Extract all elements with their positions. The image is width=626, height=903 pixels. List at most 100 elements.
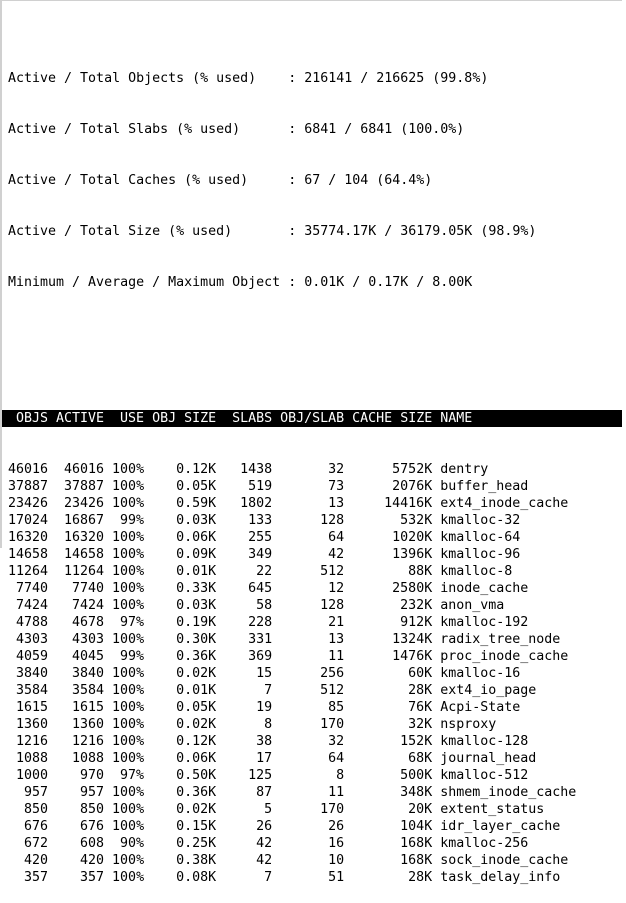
col-obj-size: 0.36K: [176, 649, 217, 664]
col-obj-per-slab: 13: [328, 632, 345, 647]
col-name: task_delay_info: [440, 870, 561, 885]
col-slabs: 38: [256, 734, 273, 749]
col-slabs: 519: [248, 479, 273, 494]
col-name: kmalloc-256: [440, 836, 529, 851]
col-name: Acpi-State: [440, 700, 521, 715]
col-active: 957: [80, 785, 105, 800]
col-active: 4678: [72, 615, 105, 630]
col-use: USE: [120, 411, 145, 426]
summary-slabs: Active / Total Slabs (% used) : 6841 / 6…: [8, 122, 465, 137]
col-objs: 357: [23, 870, 49, 885]
col-slabs: 87: [256, 785, 273, 800]
col-name: kmalloc-64: [440, 530, 521, 545]
col-active: 14658: [64, 547, 105, 562]
col-objs: 1088: [15, 751, 49, 766]
summary-caches: Active / Total Caches (% used) : 67 / 10…: [8, 173, 433, 188]
col-slabs: 19: [256, 700, 273, 715]
col-obj-per-slab: 11: [328, 785, 345, 800]
table-row: 1615 1615 100% 0.05K 19 85 76K Acpi-State: [8, 699, 622, 716]
summary-block: Active / Total Objects (% used) : 216141…: [2, 35, 622, 325]
col-obj-size: 0.08K: [176, 870, 217, 885]
col-active: 3840: [72, 666, 105, 681]
col-obj-per-slab: 16: [328, 836, 345, 851]
col-slabs: 42: [256, 853, 273, 868]
col-cache-size: CACHE SIZE: [352, 411, 433, 426]
col-obj-size: 0.06K: [176, 751, 217, 766]
col-objs: 957: [23, 785, 49, 800]
col-obj-size: 0.36K: [176, 785, 217, 800]
table-row: 957 957 100% 0.36K 87 11 348K shmem_inode_cache: [8, 784, 622, 801]
col-objs: 420: [23, 853, 49, 868]
table-row: 1088 1088 100% 0.06K 17 64 68K journal_head: [8, 750, 622, 767]
col-slabs: 349: [248, 547, 273, 562]
col-obj-size: 0.02K: [176, 666, 217, 681]
table-row: 1360 1360 100% 0.02K 8 170 32K nsproxy: [8, 716, 622, 733]
col-use: 100%: [112, 462, 145, 477]
col-obj-size: 0.01K: [176, 683, 217, 698]
col-active: 3584: [72, 683, 105, 698]
col-use: 99%: [120, 649, 145, 664]
col-cache-size: 2076K: [392, 479, 433, 494]
summary-size: Active / Total Size (% used) : 35774.17K…: [8, 224, 537, 239]
table-row: 4788 4678 97% 0.19K 228 21 912K kmalloc-192: [8, 614, 622, 631]
col-objs: 676: [23, 819, 49, 834]
table-row: 420 420 100% 0.38K 42 10 168K sock_inode_cache: [8, 852, 622, 869]
col-obj-per-slab: 21: [328, 615, 345, 630]
col-objs: 46016: [8, 462, 49, 477]
col-active: 4045: [72, 649, 105, 664]
col-use: 100%: [112, 581, 145, 596]
col-obj-per-slab: 256: [320, 666, 345, 681]
col-use: 100%: [112, 564, 145, 579]
col-obj-size: 0.59K: [176, 496, 217, 511]
col-use: 100%: [112, 700, 145, 715]
col-slabs: 26: [256, 819, 273, 834]
col-obj-per-slab: 170: [320, 717, 345, 732]
col-obj-size: 0.02K: [176, 717, 217, 732]
col-obj-size: 0.03K: [176, 513, 217, 528]
col-cache-size: 5752K: [392, 462, 433, 477]
col-obj-size: 0.33K: [176, 581, 217, 596]
col-obj-per-slab: 128: [320, 598, 345, 613]
col-cache-size: 2580K: [392, 581, 433, 596]
table-row: 357 357 100% 0.08K 7 51 28K task_delay_info: [8, 869, 622, 886]
col-use: 100%: [112, 530, 145, 545]
col-slabs: 125: [248, 768, 273, 783]
col-name: kmalloc-128: [440, 734, 529, 749]
col-objs: 850: [23, 802, 49, 817]
col-active: 11264: [64, 564, 105, 579]
table-row: 3840 3840 100% 0.02K 15 256 60K kmalloc-16: [8, 665, 622, 682]
col-name: kmalloc-192: [440, 615, 529, 630]
table-row: 16320 16320 100% 0.06K 255 64 1020K kmalloc-64: [8, 529, 622, 546]
col-obj-size: 0.02K: [176, 802, 217, 817]
col-name: inode_cache: [440, 581, 529, 596]
table-row: 46016 46016 100% 0.12K 1438 32 5752K dentry: [8, 461, 622, 478]
col-obj-size: 0.06K: [176, 530, 217, 545]
col-name: NAME: [440, 411, 473, 426]
col-obj-size: 0.50K: [176, 768, 217, 783]
col-use: 100%: [112, 632, 145, 647]
col-name: anon_vma: [440, 598, 505, 613]
col-name: sock_inode_cache: [440, 853, 569, 868]
col-obj-size: 0.05K: [176, 700, 217, 715]
col-use: 100%: [112, 802, 145, 817]
col-obj-size: 0.09K: [176, 547, 217, 562]
col-obj-per-slab: 85: [328, 700, 345, 715]
col-active: 1216: [72, 734, 105, 749]
col-objs: 3584: [15, 683, 49, 698]
col-objs: OBJS: [15, 411, 49, 426]
col-objs: 672: [23, 836, 49, 851]
col-name: ext4_inode_cache: [440, 496, 569, 511]
col-obj-per-slab: 73: [328, 479, 345, 494]
col-obj-size: 0.30K: [176, 632, 217, 647]
col-obj-per-slab: 51: [328, 870, 345, 885]
col-cache-size: 32K: [408, 717, 433, 732]
col-obj-size: 0.15K: [176, 819, 217, 834]
table-row: 11264 11264 100% 0.01K 22 512 88K kmalloc-8: [8, 563, 622, 580]
col-obj-per-slab: 32: [328, 734, 345, 749]
col-objs: 14658: [8, 547, 49, 562]
col-active: 608: [80, 836, 105, 851]
col-use: 100%: [112, 547, 145, 562]
col-active: 970: [80, 768, 105, 783]
slabtop-terminal: Active / Total Objects (% used) : 216141…: [0, 0, 622, 885]
col-slabs: 17: [256, 751, 273, 766]
